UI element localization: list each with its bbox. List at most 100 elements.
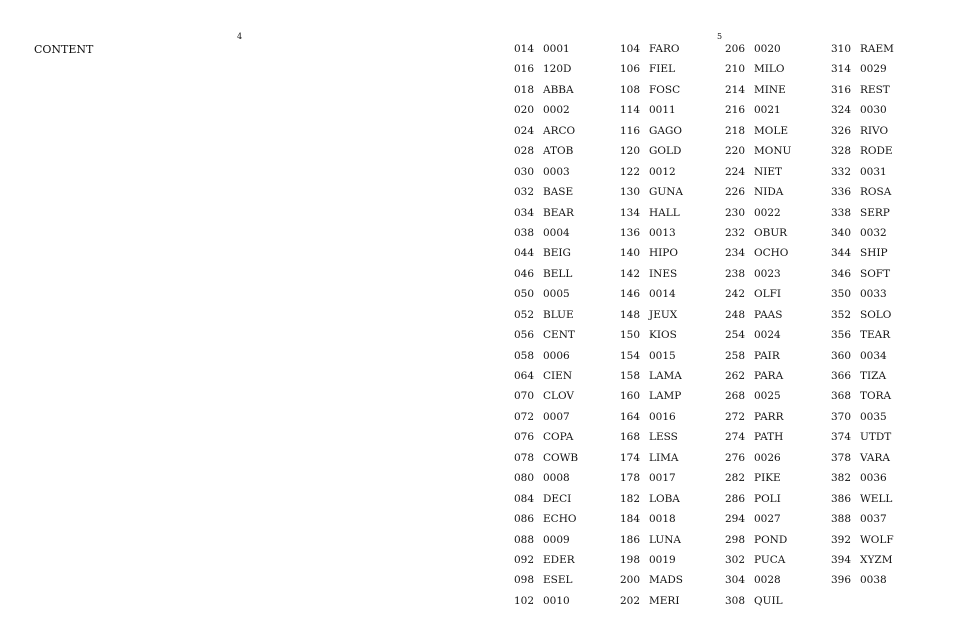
entry-number: 218 — [725, 124, 746, 137]
entry-code: TEAR — [860, 329, 891, 342]
entry-code: FIEL — [649, 63, 676, 76]
entry-number: 352 — [831, 308, 852, 321]
entry-code: 0004 — [543, 226, 570, 239]
entry-code: QUIL — [754, 594, 783, 607]
entry-code: 0034 — [860, 349, 887, 362]
entry-number: 056 — [514, 329, 535, 342]
entry-number: 148 — [620, 308, 641, 321]
entry-code: NIET — [754, 165, 783, 178]
entry-number: 168 — [620, 431, 641, 444]
entry-number: 302 — [725, 554, 746, 566]
entry-code: NIDA — [754, 186, 784, 199]
entry-code: 0014 — [649, 288, 676, 301]
entry-number: 272 — [725, 410, 746, 423]
entry-number: 016 — [514, 63, 535, 76]
entry-code: VARA — [860, 451, 890, 464]
entry-number: 308 — [725, 594, 746, 607]
entry-code: 0005 — [543, 288, 570, 301]
entry-code: 0033 — [860, 288, 887, 301]
entry-code: 0002 — [543, 104, 570, 117]
entry-code: 0015 — [649, 349, 676, 362]
entry-number: 136 — [620, 226, 641, 239]
entry-code: PAAS — [754, 308, 783, 321]
entry-number: 392 — [831, 533, 852, 546]
entry-number: 242 — [725, 288, 746, 301]
entry-number: 382 — [831, 472, 852, 485]
entry-number: 146 — [620, 288, 641, 301]
entry-number: 142 — [620, 267, 641, 280]
entry-code: 0037 — [860, 513, 887, 526]
entry-number: 282 — [725, 472, 746, 485]
entry-number: 184 — [620, 513, 641, 526]
entry-code: 0013 — [649, 226, 676, 239]
entry-code: WELL — [860, 492, 893, 505]
entry-number: 198 — [620, 554, 641, 566]
entry-number: 394 — [831, 554, 852, 566]
entry-code: 0026 — [754, 451, 781, 464]
entry-code: ABBA — [543, 83, 574, 96]
entry-code: OLFI — [754, 288, 782, 301]
entry-number: 158 — [620, 370, 641, 383]
entry-number: 232 — [725, 226, 746, 239]
entry-code: CLOV — [543, 390, 575, 403]
entry-number: 106 — [620, 63, 641, 76]
entry-code: 0031 — [860, 165, 887, 178]
entry-code: ESEL — [543, 574, 573, 587]
entry-number: 160 — [620, 390, 641, 403]
entry-number: 102 — [514, 594, 535, 607]
entry-code: LESS — [649, 431, 678, 444]
entry-code: 0028 — [754, 574, 781, 587]
entry-number: 024 — [514, 124, 535, 137]
entry-number: 332 — [831, 165, 852, 178]
entry-number: 080 — [514, 472, 535, 485]
entry-code: BASE — [543, 186, 574, 199]
entry-number: 344 — [831, 247, 852, 260]
entry-code: SOLO — [860, 308, 892, 321]
entry-number: 262 — [725, 370, 746, 383]
entry-code: SOFT — [860, 267, 891, 280]
entry-number: 258 — [725, 349, 746, 362]
entry-number: 076 — [514, 431, 535, 444]
entry-code: 0022 — [754, 206, 781, 219]
entry-number: 064 — [514, 370, 535, 383]
entry-number: 084 — [514, 492, 535, 505]
entry-code: UTDT — [860, 431, 892, 444]
entry-code: MOLE — [754, 124, 788, 137]
entry-code: BELL — [543, 267, 573, 280]
entry-number: 086 — [514, 513, 535, 526]
entry-code: LUNA — [649, 533, 682, 546]
entry-number: 388 — [831, 513, 852, 526]
entry-code: WOLF — [860, 533, 894, 546]
entry-number: 286 — [725, 492, 746, 505]
entry-number: 378 — [831, 451, 852, 464]
entry-number: 298 — [725, 533, 746, 546]
entry-code: TORA — [860, 390, 892, 403]
entry-number: 230 — [725, 206, 746, 219]
entry-code: 0027 — [754, 513, 781, 526]
entry-code: KIOS — [649, 329, 677, 342]
entry-number: 360 — [831, 349, 852, 362]
entry-number: 038 — [514, 226, 535, 239]
entry-code: SHIP — [860, 247, 888, 260]
entry-number: 226 — [725, 186, 746, 199]
entry-number: 044 — [514, 247, 535, 260]
entry-code: 0008 — [543, 472, 570, 485]
entry-code: MINE — [754, 83, 786, 96]
entry-code: LIMA — [649, 451, 679, 464]
entry-code: MILO — [754, 63, 785, 76]
entry-number: 316 — [831, 83, 852, 96]
entry-number: 114 — [620, 104, 641, 117]
entry-code: PUCA — [754, 554, 786, 566]
entry-number: 326 — [831, 124, 852, 137]
entry-number: 140 — [620, 247, 641, 260]
entry-number: 018 — [514, 83, 535, 96]
entry-number: 368 — [831, 390, 852, 403]
entry-number: 336 — [831, 186, 852, 199]
entry-number: 028 — [514, 145, 535, 158]
entry-code: DECI — [543, 492, 572, 505]
entry-number: 178 — [620, 472, 641, 485]
entry-number: 032 — [514, 186, 535, 199]
entry-number: 050 — [514, 288, 535, 301]
entry-code: ROSA — [860, 186, 892, 199]
entry-code: 0010 — [543, 594, 570, 607]
